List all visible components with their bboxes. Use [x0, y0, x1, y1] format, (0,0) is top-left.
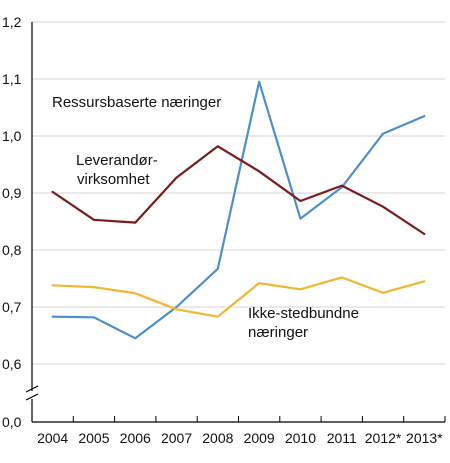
series-label-leverandor-line2: virksomhet [77, 171, 150, 188]
series-label-ressursbaserte: Ressursbaserte næringer [52, 94, 221, 111]
series-line-2 [51, 276, 426, 318]
series-label-ikke-stedbundne-line1: Ikke-stedbundne [248, 305, 359, 322]
series-line-0 [51, 80, 426, 340]
x-tick-labels: 2004 2005 2006 2007 2008 2009 2010 2011 2012* 201… [37, 416, 446, 446]
y-tick-label: 0,7 [2, 299, 22, 315]
axes [25, 22, 445, 423]
series-line-1 [51, 145, 426, 236]
axis-break-mark-1 [25, 385, 39, 393]
y-tick-label: 0,6 [2, 356, 22, 372]
series-lines [51, 80, 426, 340]
y-tick-label: 0,8 [2, 242, 22, 258]
x-tick-label: 2009 [244, 430, 275, 446]
y-tick-label: 1,0 [2, 128, 22, 144]
y-tick-label: 1,2 [2, 14, 22, 30]
x-tick-label: 2012* [365, 430, 402, 446]
gridlines [32, 21, 445, 365]
y-tick-label: 0,0 [2, 414, 22, 430]
x-tick-label: 2004 [37, 430, 68, 446]
y-tick-label: 1,1 [2, 71, 22, 87]
axis-break-mark-2 [25, 393, 39, 401]
x-tick-label: 2007 [161, 430, 192, 446]
x-tick-label: 2011 [327, 430, 357, 446]
y-tick-label: 0,9 [2, 185, 22, 201]
x-tick-label: 2005 [78, 430, 109, 446]
series-label-ikke-stedbundne-line2: næringer [248, 324, 308, 341]
x-tick-label: 2010 [285, 430, 316, 446]
y-tick-labels: 1,2 1,1 1,0 0,9 0,8 0,7 0,6 0,0 [2, 14, 22, 430]
x-tick-label: 2013* [406, 430, 443, 446]
x-tick-label: 2006 [120, 430, 151, 446]
x-tick-label: 2008 [202, 430, 233, 446]
series-label-leverandor-line1: Leverandør- [76, 152, 158, 169]
